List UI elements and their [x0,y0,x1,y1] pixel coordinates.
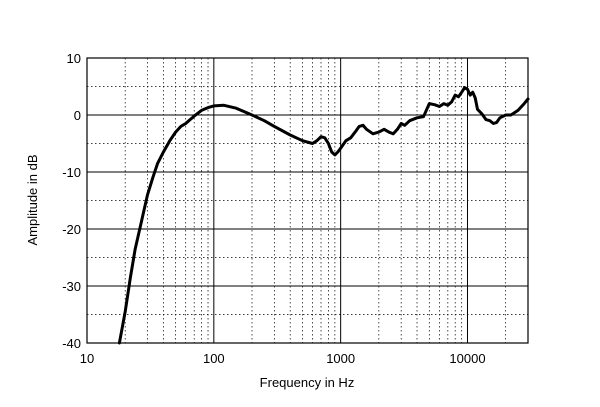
y-tick-label: 0 [74,108,81,123]
x-axis-title: Frequency in Hz [260,375,355,390]
response-curve [117,86,530,345]
y-tick-label: -30 [62,279,81,294]
y-axis-title: Amplitude in dB [25,154,40,245]
plot-frame [86,57,529,344]
y-tick-label: -20 [62,222,81,237]
y-tick-label: -10 [62,165,81,180]
x-tick-label: 1000 [326,351,355,366]
x-tick-label: 10000 [449,351,485,366]
tick-labels: -40 -30 -20 -10 0 10 10 100 1000 10000 [62,51,485,366]
y-tick-label: 10 [67,51,81,66]
x-tick-label: 100 [203,351,225,366]
y-tick-label: -40 [62,336,81,351]
grid [87,58,528,343]
x-tick-label: 10 [80,351,94,366]
